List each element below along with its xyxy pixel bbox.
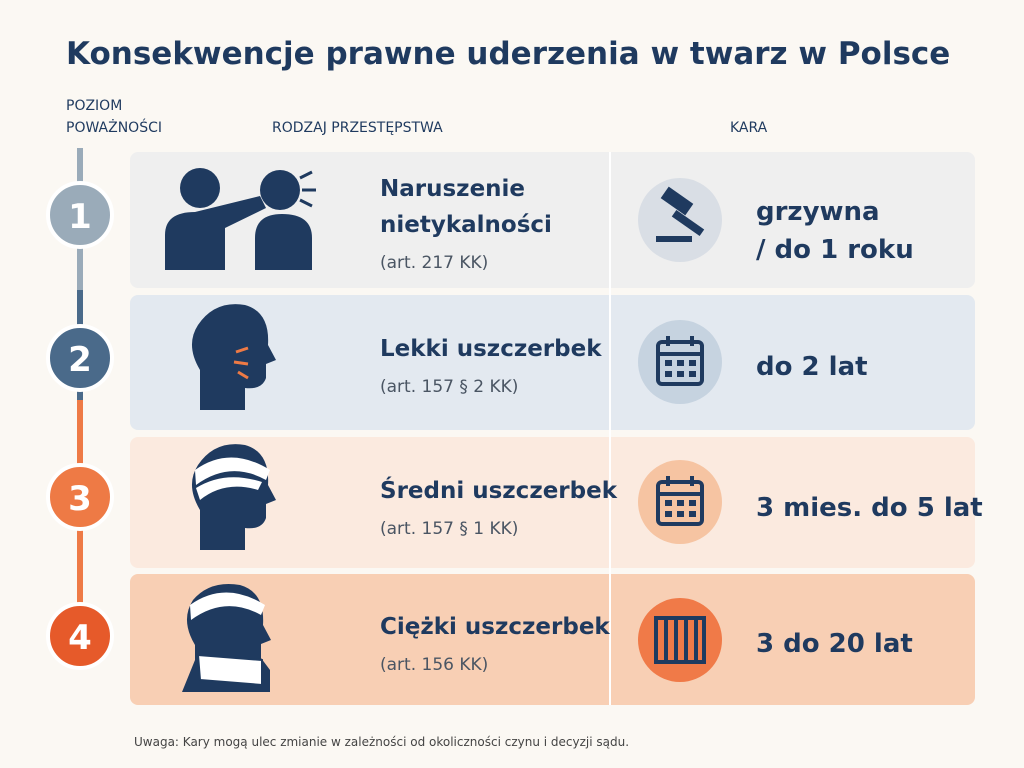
- icon-bars: [654, 616, 706, 664]
- row-bg: [130, 437, 975, 568]
- icon-bandage: [191, 444, 276, 550]
- icon-gavel: [656, 186, 705, 242]
- offense: Średni uszczerbek: [380, 476, 618, 504]
- penalty: 3 mies. do 5 lat: [756, 493, 983, 523]
- icon-head: [191, 304, 276, 410]
- offense: Lekki uszczerbek: [380, 336, 602, 362]
- row-bg: [130, 574, 975, 705]
- level-badge: [46, 324, 114, 392]
- column-header: POWAŻNOŚCI: [66, 118, 162, 136]
- level-badge: [46, 602, 114, 670]
- penalty: 3 do 20 lat: [756, 629, 913, 659]
- article: (art. 217 KK): [380, 253, 488, 273]
- penalty: grzywna: [756, 197, 880, 227]
- column-header: RODZAJ PRZESTĘPSTWA: [272, 120, 443, 136]
- offense: nietykalności: [380, 212, 552, 238]
- offense: Ciężki uszczerbek: [380, 614, 610, 640]
- article: (art. 157 § 2 KK): [380, 377, 518, 397]
- row-bg: [130, 152, 975, 288]
- level-number: 3: [68, 479, 92, 519]
- icon-calendar-grid: [665, 360, 696, 517]
- article: (art. 156 KK): [380, 655, 488, 675]
- level-badge: [46, 181, 114, 249]
- icon-calendar: [656, 336, 704, 526]
- icon-injury: [182, 584, 271, 692]
- offense: Naruszenie: [380, 176, 525, 202]
- article: (art. 157 § 1 KK): [380, 519, 518, 539]
- level-number: 1: [68, 197, 92, 237]
- level-number: 2: [68, 340, 92, 380]
- level-number: 4: [68, 618, 92, 658]
- column-header: KARA: [730, 120, 768, 136]
- penalty: do 2 lat: [756, 352, 868, 382]
- penalty: / do 1 roku: [756, 235, 914, 265]
- footnote: Uwaga: Kary mogą ulec zmianie w zależnoś…: [134, 735, 629, 749]
- column-header: POZIOM: [66, 98, 122, 114]
- level-badge: [46, 463, 114, 531]
- title: Konsekwencje prawne uderzenia w twarz w …: [66, 36, 950, 72]
- icon-hit: [165, 168, 316, 270]
- row-bg: [130, 295, 975, 430]
- penalty-icon-bg: [638, 598, 722, 682]
